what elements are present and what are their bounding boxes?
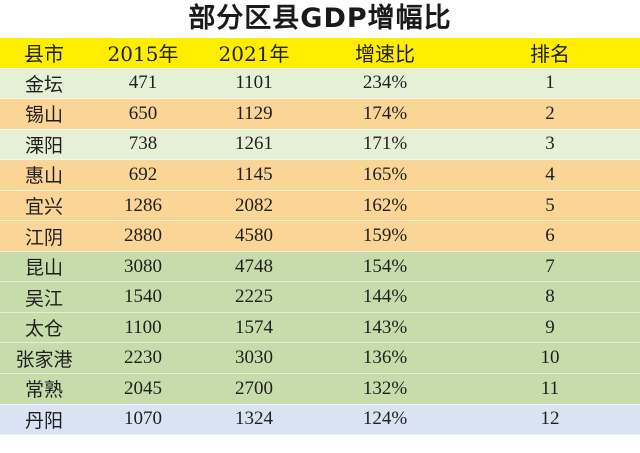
cell-growth: 162%	[310, 190, 460, 222]
cell-county: 金坛	[0, 68, 88, 100]
cell-county: 张家港	[0, 342, 88, 375]
table-row: 江阴 2880 4580 159% 6	[0, 220, 640, 252]
cell-growth: 234%	[310, 68, 460, 100]
cell-gdp-2021: 1101	[198, 68, 310, 100]
cell-rank: 1	[460, 68, 640, 100]
cell-growth: 154%	[310, 251, 460, 283]
table-row: 吴江 1540 2225 144% 8	[0, 281, 640, 313]
cell-gdp-2021: 2082	[198, 190, 310, 222]
cell-county: 江阴	[0, 220, 88, 252]
header-county: 县市	[0, 38, 88, 69]
table-row: 昆山 3080 4748 154% 7	[0, 251, 640, 283]
cell-county: 丹阳	[0, 404, 88, 436]
cell-county: 昆山	[0, 251, 88, 283]
cell-gdp-2021: 4580	[198, 220, 310, 252]
header-rank: 排名	[460, 38, 640, 69]
cell-rank: 10	[460, 342, 640, 375]
cell-gdp-2015: 2045	[88, 373, 198, 405]
cell-county: 太仓	[0, 312, 88, 344]
cell-county: 常熟	[0, 373, 88, 405]
gdp-table: 县市 2015年 2021年 增速比 排名 金坛 471 1101 234% 1 锡山 65…	[0, 38, 640, 436]
cell-gdp-2015: 1286	[88, 190, 198, 222]
cell-county: 吴江	[0, 281, 88, 313]
table-body: 金坛 471 1101 234% 1 锡山 650 1129 174% 2 溧阳 738 1261 171…	[0, 68, 640, 436]
cell-rank: 4	[460, 159, 640, 191]
cell-gdp-2015: 692	[88, 159, 198, 191]
cell-growth: 143%	[310, 312, 460, 344]
cell-rank: 12	[460, 404, 640, 436]
cell-growth: 124%	[310, 404, 460, 436]
cell-rank: 3	[460, 129, 640, 161]
cell-gdp-2021: 4748	[198, 251, 310, 283]
cell-rank: 9	[460, 312, 640, 344]
cell-gdp-2015: 1070	[88, 404, 198, 436]
cell-gdp-2015: 2880	[88, 220, 198, 252]
cell-growth: 132%	[310, 373, 460, 405]
cell-county: 宜兴	[0, 190, 88, 222]
table-row: 溧阳 738 1261 171% 3	[0, 129, 640, 161]
cell-gdp-2021: 1324	[198, 404, 310, 436]
header-growth: 增速比	[310, 38, 460, 69]
cell-gdp-2021: 2225	[198, 281, 310, 313]
table-row: 金坛 471 1101 234% 1	[0, 68, 640, 100]
cell-growth: 144%	[310, 281, 460, 313]
cell-rank: 2	[460, 98, 640, 130]
cell-county: 惠山	[0, 159, 88, 191]
cell-gdp-2015: 738	[88, 129, 198, 161]
cell-growth: 171%	[310, 129, 460, 161]
cell-gdp-2021: 1145	[198, 159, 310, 191]
cell-gdp-2015: 3080	[88, 251, 198, 283]
header-2015: 2015年	[88, 38, 198, 69]
cell-gdp-2015: 650	[88, 98, 198, 130]
cell-rank: 5	[460, 190, 640, 222]
cell-county: 锡山	[0, 98, 88, 130]
table-header-row: 县市 2015年 2021年 增速比 排名	[0, 38, 640, 69]
cell-gdp-2021: 1261	[198, 129, 310, 161]
cell-growth: 136%	[310, 342, 460, 375]
table-row: 常熟 2045 2700 132% 11	[0, 373, 640, 405]
table-row: 太仓 1100 1574 143% 9	[0, 312, 640, 344]
table-row: 丹阳 1070 1324 124% 12	[0, 404, 640, 436]
cell-gdp-2021: 1129	[198, 98, 310, 130]
cell-gdp-2021: 3030	[198, 342, 310, 375]
table-row: 宜兴 1286 2082 162% 5	[0, 190, 640, 222]
cell-gdp-2021: 2700	[198, 373, 310, 405]
cell-growth: 165%	[310, 159, 460, 191]
cell-county: 溧阳	[0, 129, 88, 161]
cell-growth: 174%	[310, 98, 460, 130]
table-row: 张家港 2230 3030 136% 10	[0, 342, 640, 375]
cell-gdp-2015: 2230	[88, 342, 198, 375]
table-row: 锡山 650 1129 174% 2	[0, 98, 640, 130]
cell-rank: 8	[460, 281, 640, 313]
cell-rank: 7	[460, 251, 640, 283]
header-2021: 2021年	[198, 38, 310, 69]
page-title: 部分区县GDP增幅比	[188, 3, 452, 34]
cell-growth: 159%	[310, 220, 460, 252]
cell-rank: 6	[460, 220, 640, 252]
cell-gdp-2015: 471	[88, 68, 198, 100]
cell-rank: 11	[460, 373, 640, 405]
cell-gdp-2021: 1574	[198, 312, 310, 344]
cell-gdp-2015: 1100	[88, 312, 198, 344]
table-row: 惠山 692 1145 165% 4	[0, 159, 640, 191]
cell-gdp-2015: 1540	[88, 281, 198, 313]
